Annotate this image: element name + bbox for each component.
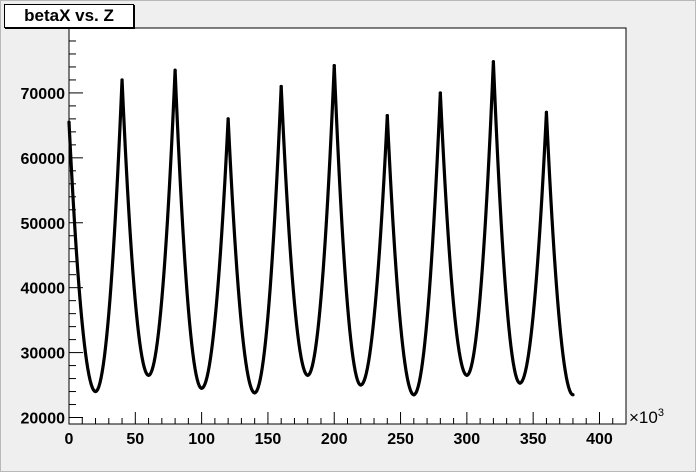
chart-title: betaX vs. Z <box>4 4 134 28</box>
data-point <box>253 391 257 395</box>
data-point <box>200 386 204 390</box>
data-point <box>385 114 389 118</box>
data-point <box>359 383 363 387</box>
data-point <box>146 373 151 377</box>
x-tick-label: 300 <box>454 431 481 448</box>
axis-ticks <box>68 27 627 424</box>
data-point <box>518 381 522 385</box>
data-point <box>544 110 549 114</box>
data-point <box>306 373 310 377</box>
y-tick-label: 60000 <box>21 151 66 168</box>
y-tick-label: 20000 <box>21 411 66 428</box>
y-tick-label: 50000 <box>21 216 66 233</box>
data-point <box>226 117 230 121</box>
y-tick-label: 70000 <box>21 86 66 103</box>
x-tick-label: 200 <box>321 431 348 448</box>
series-line <box>67 60 574 397</box>
x-multiplier-base: ×10 <box>629 408 658 427</box>
x-multiplier-exponent: 3 <box>658 407 664 419</box>
data-point <box>438 91 442 95</box>
x-tick-label: 50 <box>126 431 144 448</box>
plot-frame <box>68 27 627 425</box>
x-tick-label: 150 <box>255 431 282 448</box>
x-axis-multiplier: ×103 <box>629 407 664 427</box>
data-point <box>491 60 495 64</box>
data-point <box>412 393 416 397</box>
x-tick-label: 400 <box>586 431 613 448</box>
data-point <box>465 373 469 377</box>
chart-title-text: betaX vs. Z <box>24 6 114 25</box>
data-point <box>93 389 98 394</box>
x-tick-label: 100 <box>188 431 215 448</box>
axis-tick-labels: 0 50 100 150 200 250 300 350 400 20000 30000 40000 5… <box>21 86 613 448</box>
y-tick-label: 30000 <box>21 346 66 363</box>
series-group <box>67 60 575 397</box>
x-tick-label: 350 <box>520 431 547 448</box>
x-tick-label: 250 <box>387 431 414 448</box>
data-point <box>173 68 177 72</box>
y-tick-label: 40000 <box>21 281 66 298</box>
data-point <box>571 393 575 397</box>
data-point <box>67 120 71 124</box>
data-point <box>332 64 336 68</box>
x-tick-label: 0 <box>65 431 74 448</box>
data-point <box>120 78 124 82</box>
data-point <box>279 84 283 89</box>
